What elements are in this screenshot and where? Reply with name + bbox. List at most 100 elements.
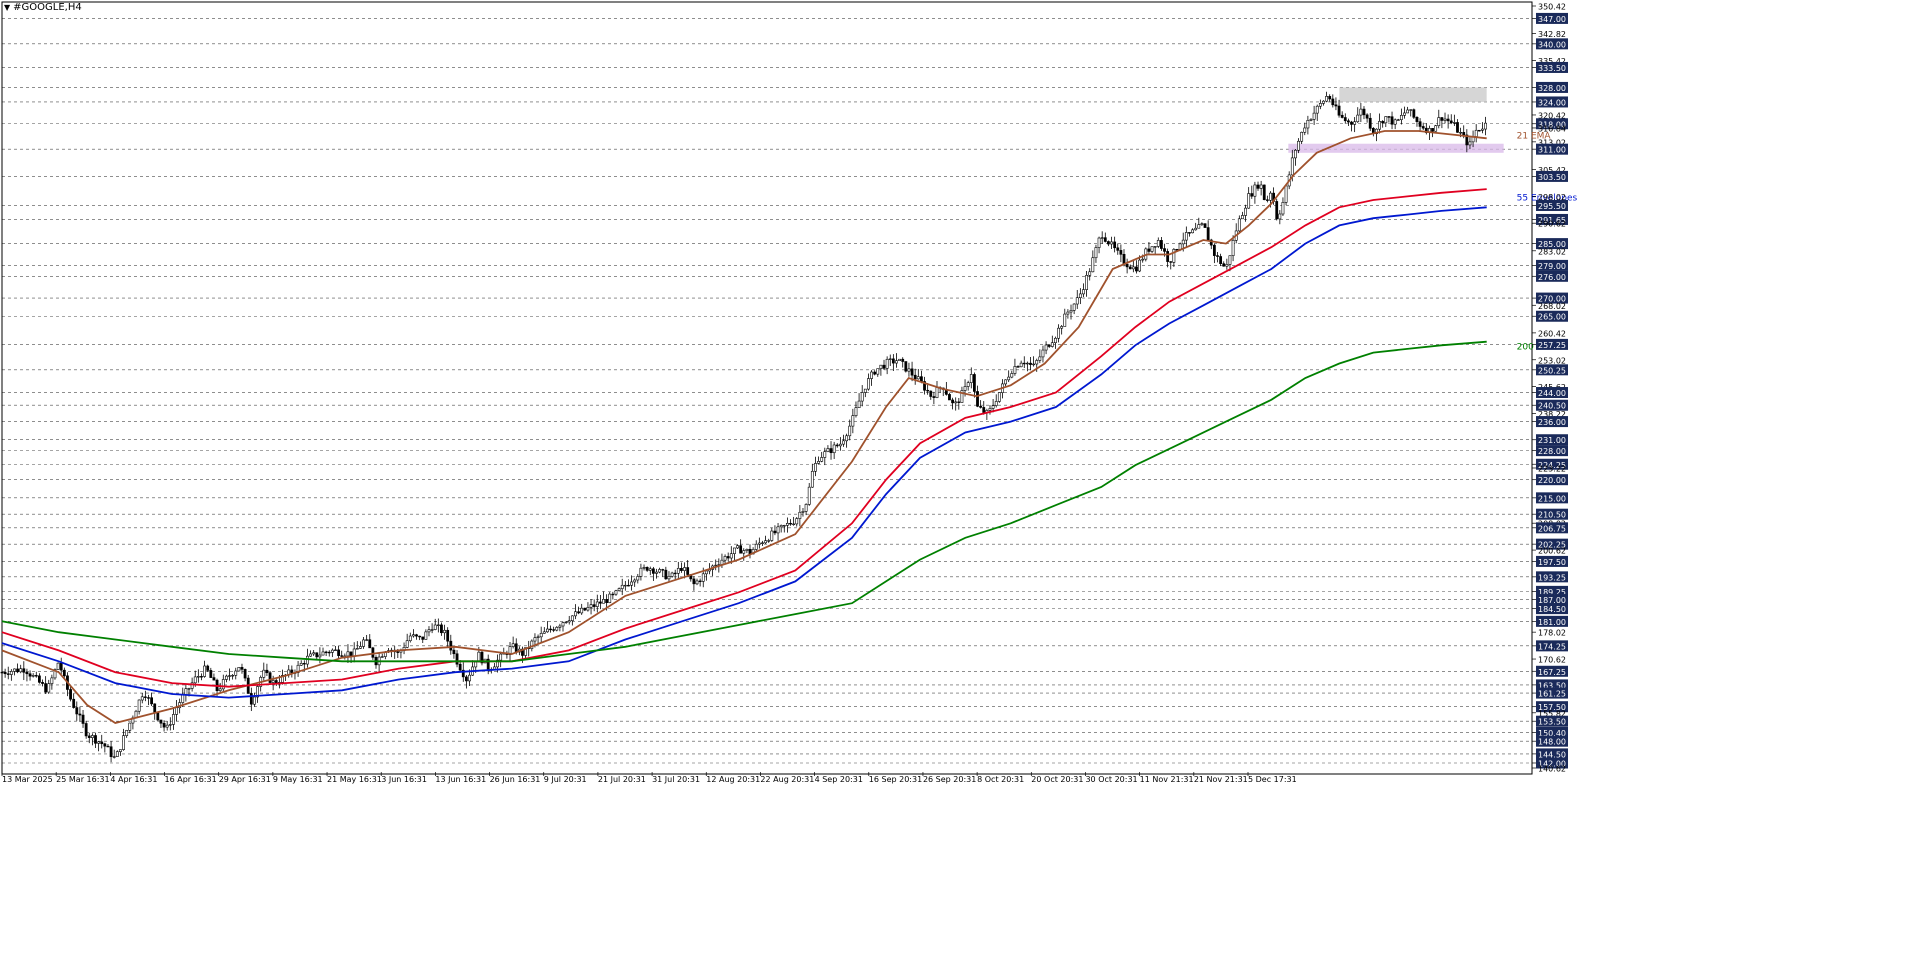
- candle-body: [617, 588, 621, 591]
- candle-body: [1399, 115, 1403, 121]
- candle-body: [355, 648, 359, 650]
- candle-body: [106, 745, 110, 748]
- price-tag-label: 157.50: [1538, 703, 1566, 712]
- candle-body: [913, 374, 917, 380]
- candle-body: [1384, 116, 1388, 124]
- candle-body: [1390, 116, 1394, 125]
- time-label: 5 Dec 17:31: [1248, 775, 1297, 784]
- candle-body: [664, 569, 668, 580]
- candle-body: [1169, 261, 1173, 263]
- candle-body: [670, 572, 674, 577]
- triangle-down-icon[interactable]: ▼: [4, 3, 11, 12]
- candle-body: [1007, 376, 1011, 381]
- candle-body: [6, 673, 10, 675]
- candle-body: [1054, 337, 1057, 344]
- price-tag-label: 148.00: [1538, 738, 1566, 747]
- candle-body: [156, 712, 160, 721]
- candle-body: [661, 569, 665, 571]
- candle-body: [430, 629, 434, 631]
- candle-body: [1331, 98, 1335, 106]
- price-label: 320.42: [1538, 111, 1566, 120]
- candle-body: [991, 405, 995, 409]
- price-tag: [1536, 259, 1568, 271]
- candle-body: [546, 628, 549, 633]
- candle-body: [770, 530, 774, 541]
- candle-body: [28, 673, 32, 677]
- time-scale[interactable]: 13 Mar 2025 25 Mar 16:31 4 Apr 16:31 16 Apr…: [1, 772, 1297, 784]
- candle-body: [733, 547, 736, 554]
- 21-ema-label: 21 EMA: [1517, 132, 1552, 142]
- candle-body: [1107, 241, 1110, 245]
- candle-body: [1116, 247, 1120, 251]
- candle-body: [895, 360, 898, 364]
- price-tag-label: 206.75: [1538, 524, 1566, 533]
- candle-body: [1060, 326, 1064, 329]
- candle-body: [680, 567, 683, 571]
- candle-body: [1125, 263, 1129, 268]
- candle-body: [636, 576, 640, 581]
- candle-body: [1381, 121, 1385, 124]
- indicator-lines: [1, 130, 1487, 724]
- candle-body: [1403, 112, 1406, 116]
- candle-body: [1163, 248, 1166, 252]
- candle-body: [90, 735, 94, 738]
- candle-body: [1038, 356, 1042, 361]
- candle-body: [1184, 232, 1188, 241]
- candle-body: [561, 622, 565, 627]
- price-tag-label: 270.00: [1538, 295, 1566, 304]
- candle-body: [443, 629, 446, 634]
- candle-body: [268, 672, 272, 683]
- price-tag: [1536, 492, 1568, 504]
- candle-body: [299, 663, 303, 666]
- candle-body: [371, 647, 375, 658]
- time-label: 12 Aug 20:31: [706, 775, 760, 784]
- price-tag-label: 174.25: [1538, 642, 1566, 651]
- candle-body: [424, 631, 428, 640]
- candle-body: [1375, 128, 1378, 135]
- candle-body: [1166, 251, 1170, 262]
- candle-body: [745, 548, 749, 551]
- candle-body: [891, 358, 895, 364]
- price-tag-label: 215.00: [1538, 494, 1566, 503]
- price-tag-label: 276.00: [1538, 273, 1566, 282]
- candle-body: [405, 640, 409, 648]
- candle-body: [1203, 223, 1207, 228]
- candle-body: [1141, 258, 1145, 261]
- candle-body: [742, 550, 746, 554]
- candle-body: [78, 713, 82, 716]
- candle-body: [1135, 266, 1138, 272]
- candle-body: [175, 707, 178, 715]
- price-tag-label: 228.00: [1538, 447, 1566, 456]
- candle-body: [240, 667, 244, 670]
- price-tag-label: 279.00: [1538, 262, 1566, 271]
- candle-body: [801, 511, 805, 513]
- candle-body: [627, 584, 630, 587]
- price-tag-label: 167.25: [1538, 668, 1566, 677]
- candle-body: [848, 425, 852, 437]
- candle-body: [704, 570, 708, 575]
- candle-body: [1481, 128, 1484, 131]
- candle-body: [633, 579, 637, 583]
- price-tag: [1536, 458, 1568, 470]
- price-tag: [1536, 96, 1568, 108]
- candle-body: [1094, 247, 1098, 259]
- candle-body: [1269, 192, 1272, 201]
- candle-body: [1122, 254, 1126, 265]
- price-tag: [1536, 199, 1568, 211]
- chart-title-bar[interactable]: ▼ #GOOGLE,H4: [4, 2, 82, 13]
- candle-body: [1253, 184, 1257, 197]
- candle-body: [1016, 366, 1020, 368]
- candle-body: [994, 401, 998, 406]
- candle-body: [1147, 248, 1151, 252]
- candle-body: [1156, 240, 1160, 247]
- candle-body: [695, 580, 699, 585]
- candle-body: [1368, 117, 1372, 129]
- 21-ema-line: [1, 130, 1487, 724]
- candle-body: [1091, 257, 1095, 273]
- candle-body: [555, 627, 559, 631]
- candle-body: [1378, 121, 1381, 130]
- candle-body: [1097, 237, 1101, 248]
- candle-body: [262, 669, 266, 678]
